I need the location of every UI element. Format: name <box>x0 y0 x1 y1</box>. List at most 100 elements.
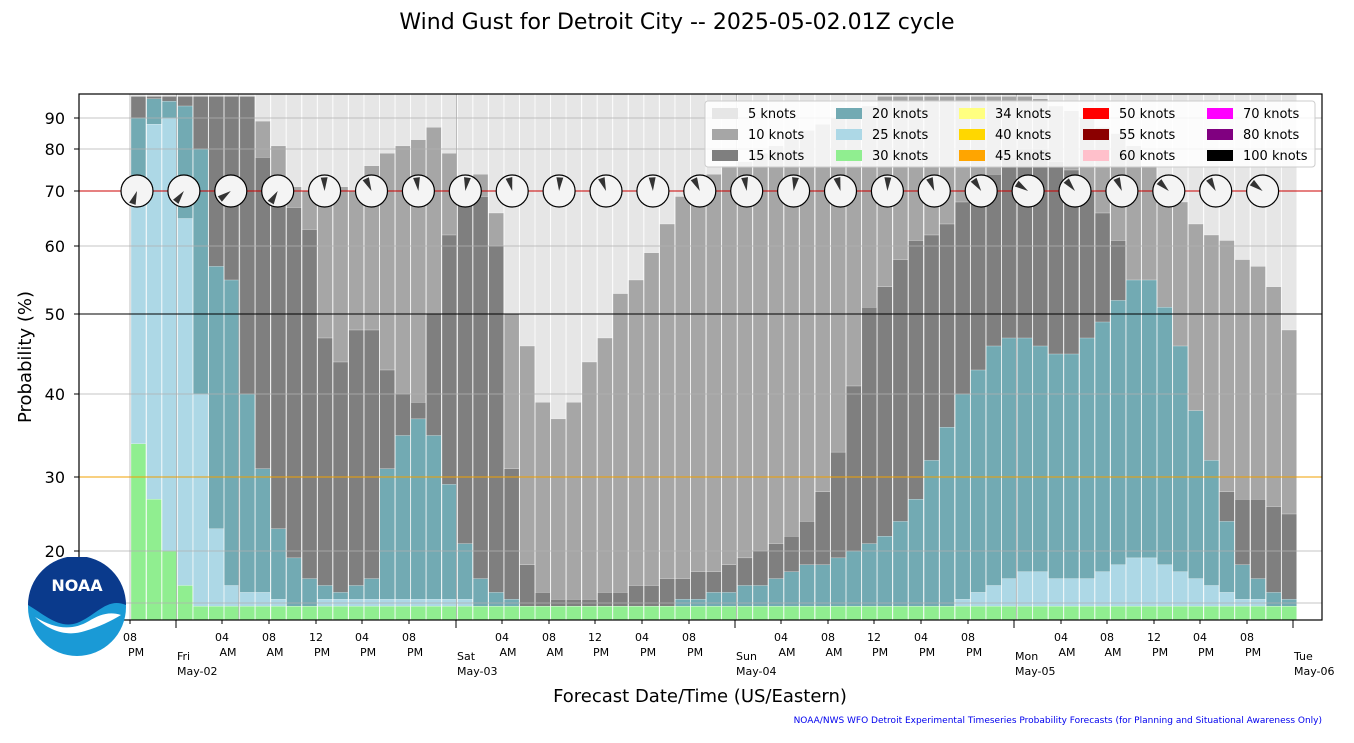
legend-swatch <box>712 150 738 161</box>
x-tick-ampm: AM <box>1104 646 1121 659</box>
bar-30-knots <box>1048 606 1064 621</box>
bar-30-knots <box>488 606 504 621</box>
wind-rose-wedge <box>320 177 328 191</box>
x-tick-hour: 04 <box>495 631 509 644</box>
wind-rose-wedge <box>884 177 892 191</box>
bar-10-knots <box>675 196 691 621</box>
wind-rose-wedge <box>1113 177 1122 191</box>
x-tick-hour: 04 <box>635 631 649 644</box>
x-tick-ampm: PM <box>593 646 609 659</box>
legend-label: 10 knots <box>748 128 804 143</box>
bar-30-knots <box>783 606 800 621</box>
bar-30-knots <box>1203 606 1220 621</box>
x-tick-ampm: PM <box>919 646 935 659</box>
bar-15-knots <box>488 245 504 621</box>
plot-frame <box>78 93 1323 621</box>
legend-swatch <box>1083 108 1109 119</box>
x-tick-hour: 12 <box>588 631 602 644</box>
bar-30-knots <box>923 606 940 621</box>
x-tick-hour: 08 <box>682 631 696 644</box>
x-tick-ampm: PM <box>872 646 888 659</box>
bar-30-knots <box>410 606 426 621</box>
wind-rose-wedge <box>648 177 656 191</box>
bar-30-knots <box>519 606 535 621</box>
bar-20-knots <box>1079 337 1095 621</box>
bar-10-knots <box>659 223 675 621</box>
bar-30-knots <box>426 606 442 621</box>
bar-30-knots <box>1188 606 1204 621</box>
wind-rose-wedge <box>413 177 420 191</box>
bar-10-knots <box>566 402 582 621</box>
wind-rose-wedge <box>1014 180 1029 191</box>
bar-30-knots <box>472 606 489 621</box>
bar-30-knots <box>877 606 893 621</box>
bar-30-knots <box>939 606 955 621</box>
chart-title: Wind Gust for Detroit City -- 2025-05-02… <box>399 10 955 35</box>
x-tick-ampm: PM <box>314 646 330 659</box>
x-tick-ampm: PM <box>687 646 703 659</box>
bar-30-knots <box>815 606 831 621</box>
bar-30-knots <box>1032 606 1048 621</box>
y-tick-label: 50 <box>45 305 65 324</box>
bar-10-knots <box>752 153 769 621</box>
bar-30-knots <box>643 606 660 621</box>
bar-30-knots <box>908 606 924 621</box>
bar-20-knots <box>426 435 442 621</box>
legend-swatch <box>959 150 985 161</box>
bar-30-knots <box>441 606 458 621</box>
y-tick-label: 30 <box>45 468 65 487</box>
bar-30-knots <box>1172 606 1188 621</box>
legend-swatch <box>712 108 738 119</box>
x-axis: 08 PM Fri May-02 04 AM 08 AM 12 PM 04 PM 08 PM Sat May-… <box>123 620 1335 678</box>
wind-rose-wedge <box>970 177 982 191</box>
bar-30-knots <box>737 606 753 621</box>
bar-30-knots <box>504 606 520 621</box>
wind-rose-wedge <box>464 177 471 191</box>
x-tick-date: May-06 <box>1294 665 1335 678</box>
wind-rose-wedge <box>598 177 606 191</box>
bar-30-knots <box>955 606 971 621</box>
bar-20-knots <box>923 460 940 621</box>
wind-rose-wedge <box>217 191 231 202</box>
y-axis: 20 30 40 50 60 70 80 90 <box>45 109 79 561</box>
x-tick-hour: 04 <box>215 631 229 644</box>
x-tick-ampm: AM <box>546 646 563 659</box>
legend-swatch <box>959 129 985 140</box>
x-tick-ampm: PM <box>128 646 144 659</box>
wind-rose-wedge <box>1249 179 1263 191</box>
bar-30-knots <box>1063 606 1080 621</box>
bar-30-knots <box>566 606 582 621</box>
bar-15-knots <box>301 229 318 621</box>
bar-30-knots <box>675 606 691 621</box>
bar-20-knots <box>1001 337 1017 621</box>
bar-10-knots <box>690 178 706 621</box>
x-tick-ampm: AM <box>266 646 283 659</box>
legend-label: 30 knots <box>872 149 928 164</box>
bar-30-knots <box>1141 606 1157 621</box>
bar-30-knots <box>846 606 862 621</box>
x-tick-ampm: AM <box>499 646 516 659</box>
bar-30-knots <box>706 606 722 621</box>
x-tick-ampm: AM <box>1058 646 1075 659</box>
legend-label: 5 knots <box>748 107 796 122</box>
bar-15-knots <box>317 337 333 621</box>
wind-rose-wedge <box>1206 177 1216 191</box>
bar-30-knots <box>364 606 380 621</box>
legend-label: 25 knots <box>872 128 928 143</box>
y-tick-label: 20 <box>45 542 65 561</box>
legend-label: 45 knots <box>995 149 1051 164</box>
bar-30-knots <box>535 606 551 621</box>
bar-30-knots <box>1017 606 1033 621</box>
bar-30-knots <box>255 606 271 621</box>
bar-20-knots <box>986 345 1002 621</box>
bar-30-knots <box>690 606 706 621</box>
bar-20-knots <box>410 418 426 621</box>
x-tick-hour: 08 <box>1240 631 1254 644</box>
bar-30-knots <box>597 606 613 621</box>
bar-30-knots <box>379 606 395 621</box>
legend-label: 70 knots <box>1243 107 1299 122</box>
x-tick-hour: 08 <box>262 631 276 644</box>
bar-30-knots <box>1219 606 1235 621</box>
y-tick-label: 40 <box>45 385 65 404</box>
